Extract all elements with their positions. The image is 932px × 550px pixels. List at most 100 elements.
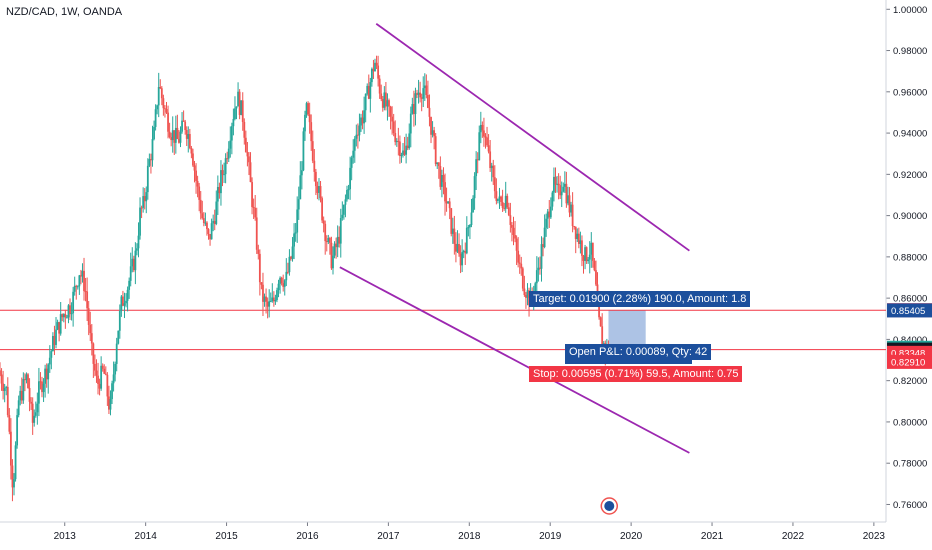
candle-body xyxy=(314,171,317,187)
candle-body xyxy=(549,206,552,218)
candle-body xyxy=(434,136,437,165)
candle-body xyxy=(333,243,336,256)
candle-body xyxy=(573,226,576,228)
candle-body xyxy=(70,313,73,315)
candle-body xyxy=(20,390,23,401)
candle-body xyxy=(339,217,342,244)
candle-body xyxy=(86,291,89,309)
candle-body xyxy=(521,268,524,289)
candle-body xyxy=(108,396,110,410)
candle-body xyxy=(403,150,406,155)
candle-body xyxy=(288,256,291,273)
candle-body xyxy=(87,308,90,325)
candle-body xyxy=(176,127,179,139)
candle-body xyxy=(56,322,59,330)
candle-body xyxy=(551,192,554,207)
candle-body xyxy=(196,180,199,187)
y-tick-label: 0.84000 xyxy=(893,335,927,346)
candle-body xyxy=(0,370,1,375)
candle-body xyxy=(140,207,143,209)
candle-body xyxy=(451,228,454,234)
candle-body xyxy=(293,233,295,247)
candle-body xyxy=(598,298,600,318)
candle-body xyxy=(36,403,39,413)
target-zone xyxy=(608,310,646,348)
candle-body xyxy=(374,62,376,72)
candle-body xyxy=(507,207,510,216)
candle-body xyxy=(437,162,440,167)
candle-body xyxy=(509,215,512,225)
candle-body xyxy=(493,177,496,192)
candle-body xyxy=(280,277,283,284)
candle-body xyxy=(462,250,465,253)
price-label: 0.83348 xyxy=(891,348,925,359)
candle-body xyxy=(8,415,11,432)
candle-body xyxy=(459,253,462,266)
candle-body xyxy=(150,159,152,161)
candle-body xyxy=(148,159,151,166)
candle-body xyxy=(62,314,65,318)
candle-body xyxy=(409,113,412,134)
x-tick-label: 2019 xyxy=(539,531,562,542)
candle-body xyxy=(132,258,135,271)
candle-body xyxy=(601,326,604,346)
candle-body xyxy=(560,191,563,196)
candle-body xyxy=(353,138,356,151)
candle-body xyxy=(391,116,394,122)
y-tick-label: 0.86000 xyxy=(893,294,927,305)
candle-body xyxy=(442,175,445,183)
candle-body xyxy=(394,132,397,143)
candle-body xyxy=(307,103,309,115)
candle-body xyxy=(44,368,47,384)
candle-body xyxy=(483,130,485,137)
candle-body xyxy=(34,412,37,416)
candle-body xyxy=(338,236,341,244)
candle-body xyxy=(17,400,20,416)
candle-body xyxy=(240,100,243,115)
candle-body xyxy=(498,196,501,199)
candle-body xyxy=(78,275,81,287)
candle-body xyxy=(38,381,40,404)
candle-body xyxy=(453,228,456,244)
candle-body xyxy=(25,374,28,381)
candle-body xyxy=(143,196,146,202)
candle-body xyxy=(279,277,281,284)
candle-body xyxy=(433,130,436,137)
candle-body xyxy=(469,224,471,228)
candle-body xyxy=(89,324,92,334)
candle-body xyxy=(417,92,420,95)
candle-body xyxy=(80,275,82,277)
candle-body xyxy=(467,227,470,229)
candle-body xyxy=(590,242,593,255)
candle-body xyxy=(282,283,285,287)
candle-body xyxy=(525,295,527,298)
candle-body xyxy=(3,388,6,391)
candle-body xyxy=(137,235,140,249)
candle-body xyxy=(164,108,166,110)
candle-body xyxy=(514,235,516,239)
candle-body xyxy=(42,383,45,393)
candle-body xyxy=(332,255,334,269)
candle-body xyxy=(248,156,250,163)
candle-body xyxy=(360,117,362,126)
candle-body xyxy=(254,207,257,218)
candle-body xyxy=(297,199,300,210)
candle-body xyxy=(512,227,515,236)
candle-body xyxy=(30,401,33,404)
candle-body xyxy=(380,93,383,100)
candle-body xyxy=(160,88,163,99)
candle-body xyxy=(269,301,272,303)
x-tick-label: 2022 xyxy=(782,531,805,542)
candle-body xyxy=(262,284,264,302)
candle-body xyxy=(540,244,543,269)
candle-body xyxy=(241,100,244,122)
candle-body xyxy=(534,283,537,297)
candle-body xyxy=(420,97,423,99)
candle-body xyxy=(479,124,482,133)
candle-body xyxy=(358,125,361,136)
candle-body xyxy=(111,383,113,400)
candle-body xyxy=(229,140,232,149)
candle-body xyxy=(419,92,422,98)
